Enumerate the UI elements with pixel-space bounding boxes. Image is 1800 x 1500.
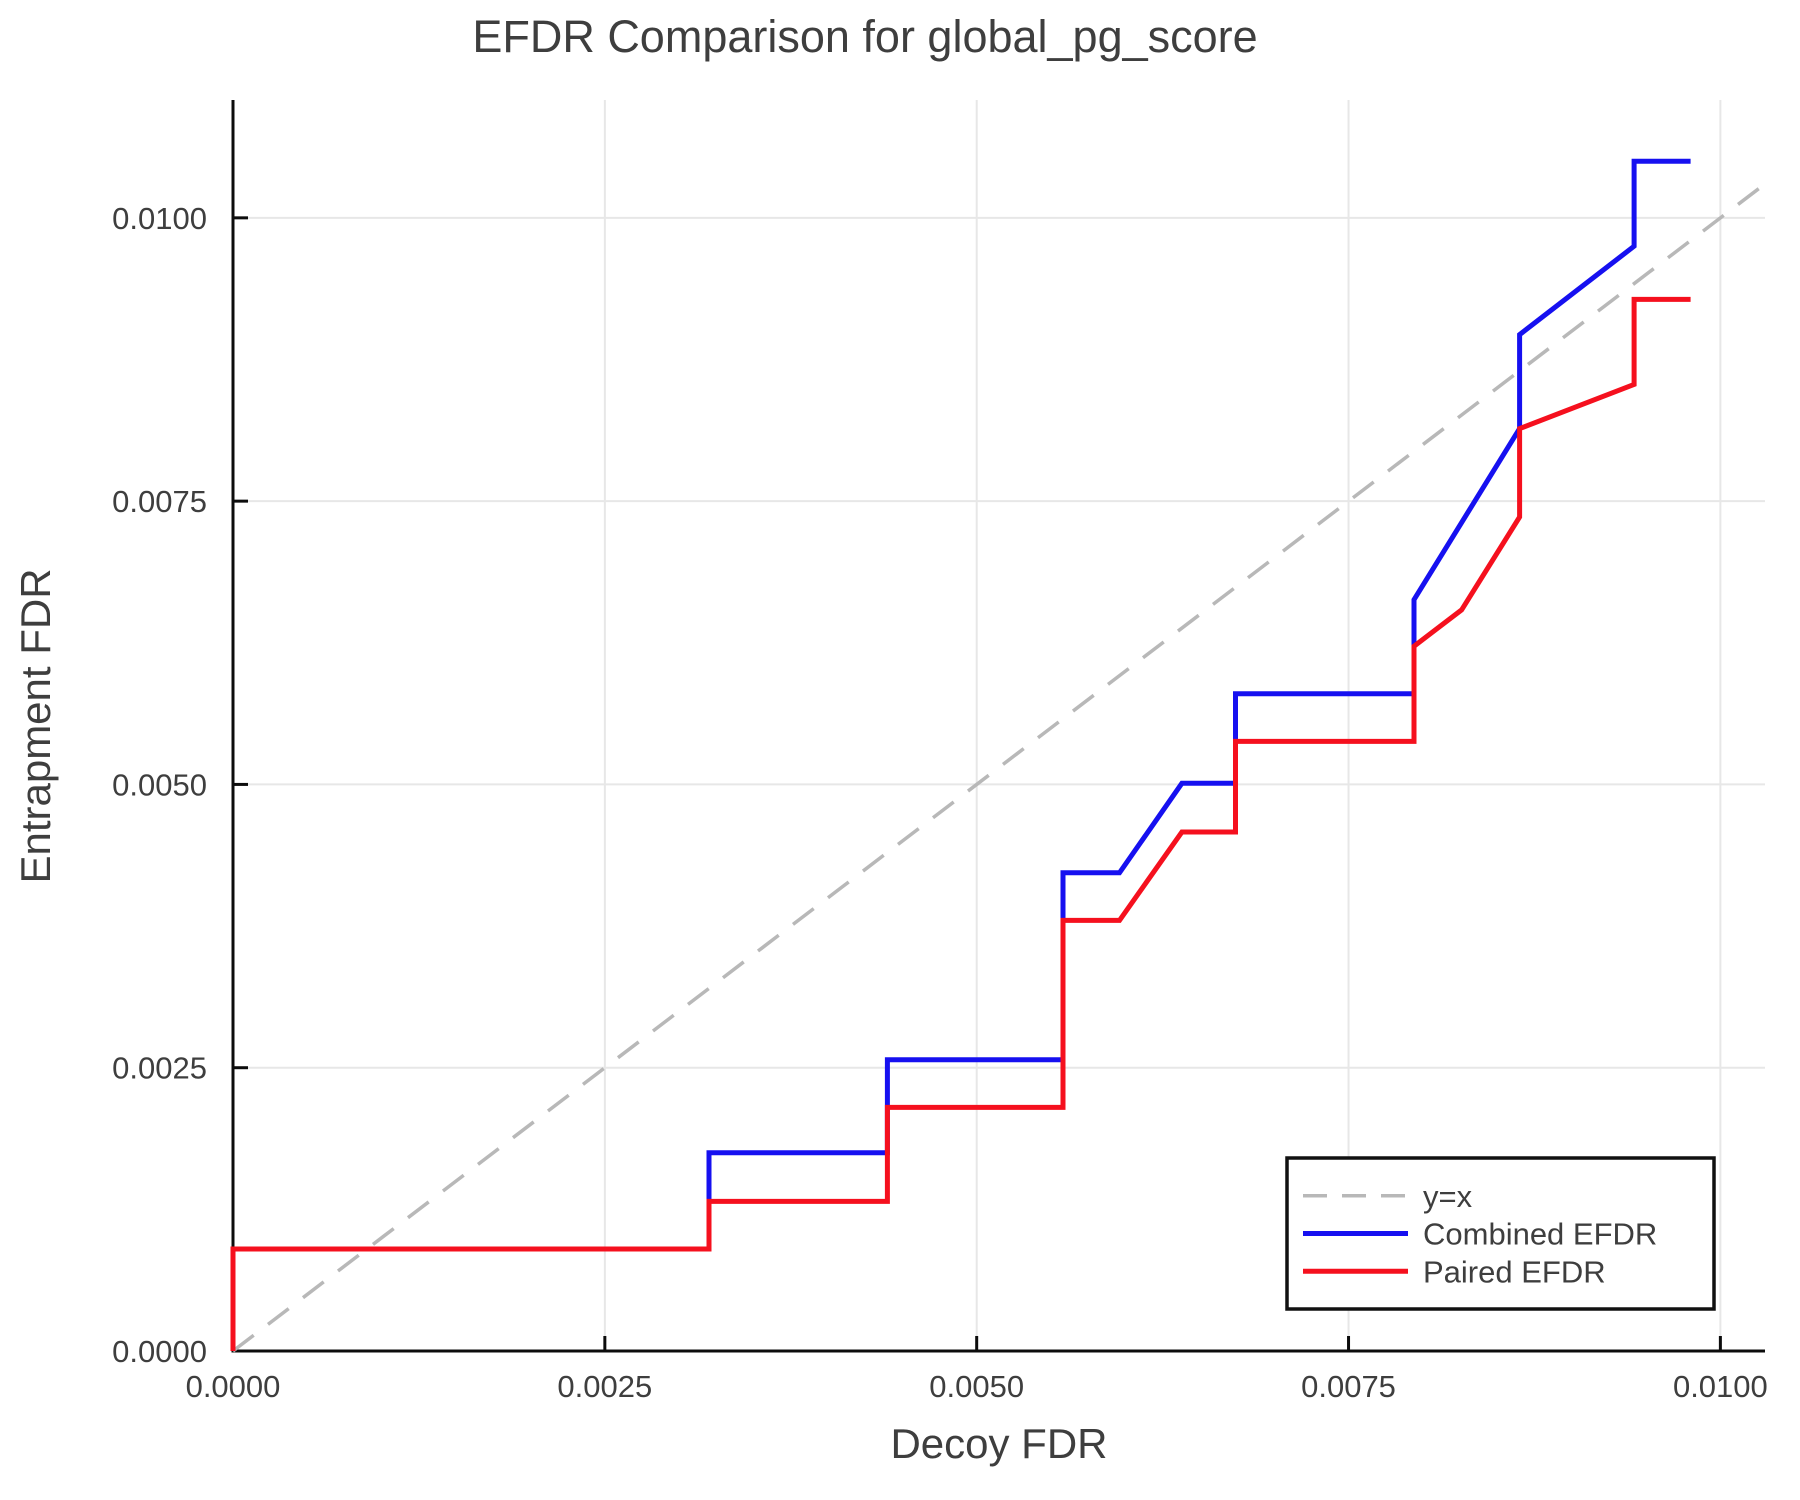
- axes: [231, 100, 1765, 1353]
- legend-label: Combined EFDR: [1423, 1217, 1657, 1252]
- y-axis-label: Entrapment FDR: [12, 568, 59, 883]
- y-tick-label: 0.0075: [112, 484, 207, 519]
- y-tick-label: 0.0100: [112, 201, 207, 236]
- data-series: [230, 158, 1767, 1353]
- x-axis-label: Decoy FDR: [890, 1420, 1107, 1467]
- legend-label: y=x: [1423, 1179, 1473, 1214]
- chart-title: EFDR Comparison for global_pg_score: [472, 11, 1257, 62]
- gridlines: [233, 100, 1765, 1351]
- legend-label: Paired EFDR: [1423, 1254, 1606, 1289]
- x-tick-label: 0.0000: [186, 1369, 281, 1404]
- x-tick-label: 0.0025: [557, 1369, 652, 1404]
- x-tick-label: 0.0100: [1673, 1369, 1768, 1404]
- series-paired-efdr: [230, 296, 1691, 1351]
- tick-labels: 0.0000 0.0025 0.0050 0.0075 0.0100 0.0000 0.00…: [112, 201, 1768, 1404]
- y-tick-label: 0.0050: [112, 767, 207, 802]
- y-tick-label: 0.0000: [112, 1334, 207, 1369]
- x-tick-label: 0.0075: [1301, 1369, 1396, 1404]
- series-y-x: [231, 182, 1767, 1353]
- x-tick-label: 0.0050: [929, 1369, 1024, 1404]
- series-combined-efdr: [230, 158, 1691, 1351]
- y-tick-label: 0.0025: [112, 1051, 207, 1086]
